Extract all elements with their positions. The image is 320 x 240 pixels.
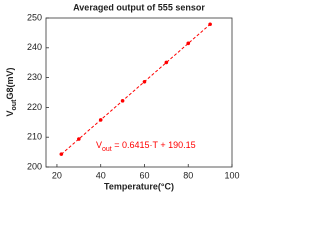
data-point xyxy=(208,22,212,27)
x-tick-label: 20 xyxy=(52,170,62,180)
data-point xyxy=(98,118,103,122)
y-tick-label: 220 xyxy=(27,102,42,112)
data-point xyxy=(164,60,169,65)
y-tick-label: 250 xyxy=(27,12,42,22)
y-tick-label: 230 xyxy=(27,72,42,82)
y-label-rest: G8(mV) xyxy=(5,68,15,100)
y-axis-label: VoutG8(mV) xyxy=(5,68,17,117)
data-point xyxy=(142,79,147,84)
x-tick-label: 60 xyxy=(139,170,149,180)
x-tick-label: 80 xyxy=(183,170,193,180)
data-point xyxy=(59,152,64,156)
x-tick-label: 100 xyxy=(224,170,239,180)
y-tick-label: 240 xyxy=(27,42,42,52)
y-tick-label: 210 xyxy=(27,132,42,142)
data-point xyxy=(120,99,125,103)
chart-title: Averaged output of 555 sensor xyxy=(73,2,205,12)
y-label-sub: out xyxy=(11,99,18,111)
fit-line xyxy=(60,23,211,155)
plot-frame xyxy=(45,17,233,168)
x-tick-label: 40 xyxy=(96,170,106,180)
annotation: Vout = 0.6415·T + 190.15 xyxy=(96,140,196,152)
data-point xyxy=(77,137,81,141)
data-point xyxy=(186,41,191,46)
chart: Averaged output of 555 sensor Temperatur… xyxy=(5,2,239,191)
x-axis-label: Temperature(°C) xyxy=(104,181,174,191)
y-tick-label: 200 xyxy=(27,161,42,171)
y-label-main: V xyxy=(5,110,15,116)
annotation-main: V xyxy=(96,140,102,150)
annotation-sub: out xyxy=(102,146,112,153)
annotation-rest: = 0.6415·T + 190.15 xyxy=(112,140,196,150)
